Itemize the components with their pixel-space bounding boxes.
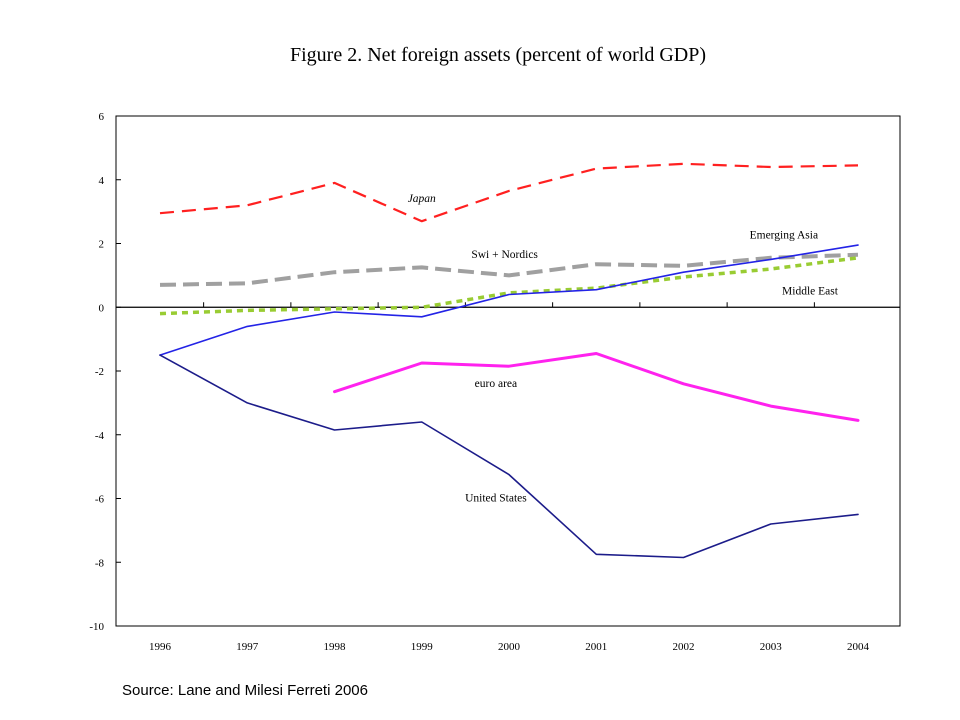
x-tick-label: 1999 (411, 641, 434, 653)
series-line-swi-nordics (159, 252, 859, 287)
series-label-middle-east: Middle East (782, 286, 839, 298)
series-label-japan: Japan (408, 193, 436, 205)
y-tick-label: -10 (89, 621, 104, 633)
y-tick-label: 2 (99, 239, 105, 251)
series-line-japan (159, 162, 859, 223)
y-tick-label: 4 (99, 175, 105, 187)
series-label-emerging-asia: Emerging Asia (750, 230, 818, 242)
x-tick-label: 2003 (760, 641, 783, 653)
x-tick-label: 2002 (673, 641, 695, 653)
plot-frame (115, 115, 901, 627)
x-axis-ticks: 1996 1997 1998 1999 2000 2001 2002 2003 2004 (149, 302, 870, 653)
y-tick-label: -4 (95, 430, 105, 442)
y-axis-ticks: 6 4 2 0 -2 -4 -6 -8 -10 (89, 111, 121, 633)
chart-title: Figure 2. Net foreign assets (percent of… (289, 44, 706, 66)
series-line-united-states (159, 354, 859, 559)
y-tick-label: -2 (95, 366, 104, 378)
y-tick-label: -6 (95, 494, 105, 506)
source-note: Source: Lane and Milesi Ferreti 2006 (122, 682, 368, 699)
series-label-euro-area: euro area (475, 378, 517, 390)
x-tick-label: 1997 (236, 641, 259, 653)
series-line-euro-area (333, 352, 860, 422)
series-lines (159, 162, 860, 559)
series-line-middle-east (159, 256, 859, 316)
x-tick-label: 2000 (498, 641, 521, 653)
x-tick-label: 2004 (847, 641, 870, 653)
x-tick-label: 2001 (585, 641, 607, 653)
x-tick-label: 1996 (149, 641, 172, 653)
y-tick-label: 0 (99, 302, 105, 314)
x-tick-label: 1998 (324, 641, 347, 653)
series-labels: Japan Swi + Nordics Emerging Asia Middle Ea… (408, 193, 839, 505)
y-tick-label: 6 (99, 111, 105, 123)
series-line-emerging-asia (159, 244, 859, 356)
series-label-swi-nordics: Swi + Nordics (471, 249, 538, 261)
series-label-united-states: United States (465, 493, 527, 505)
y-tick-label: -8 (95, 557, 105, 569)
